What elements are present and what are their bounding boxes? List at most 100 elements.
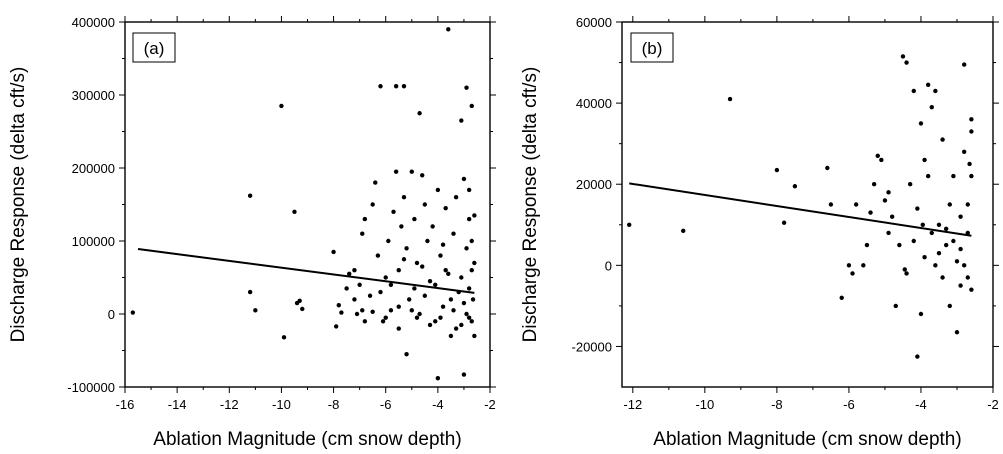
data-point (399, 224, 404, 229)
data-point (947, 303, 952, 309)
trend-line (137, 248, 475, 294)
data-point (466, 315, 472, 320)
data-point (958, 214, 963, 219)
data-point (464, 246, 469, 251)
data-point (864, 242, 870, 248)
data-point (331, 249, 336, 255)
data-point (461, 176, 467, 182)
data-point (472, 260, 477, 266)
data-point (915, 206, 920, 211)
data-point (902, 267, 907, 272)
data-point (947, 202, 952, 207)
data-point (781, 220, 787, 225)
data-point (386, 238, 391, 244)
data-point (412, 216, 417, 222)
data-point (951, 238, 956, 244)
data-point (344, 286, 349, 291)
x-tick-label: -4 (915, 397, 927, 412)
data-point (435, 376, 441, 381)
data-point (451, 231, 456, 236)
data-point (929, 104, 934, 110)
data-point (300, 306, 305, 312)
panel-label: (b) (642, 39, 663, 58)
data-point (378, 84, 383, 89)
data-point (417, 111, 422, 116)
data-point (879, 157, 884, 163)
panel-a: -16 -14 -12 -10 -8 -6 -4 -2 -100000 0 100000 200000… (8, 15, 496, 450)
data-point (417, 311, 422, 317)
data-point (472, 213, 477, 218)
data-point (868, 210, 873, 215)
data-point (433, 319, 438, 324)
x-axis-title: Ablation Magnitude (cm snow depth) (653, 429, 961, 450)
data-point (469, 319, 474, 324)
data-point (430, 224, 435, 229)
panel-label: (a) (144, 39, 165, 58)
data-point (459, 118, 464, 123)
data-point (911, 88, 916, 94)
data-point (448, 333, 454, 339)
data-point (420, 173, 425, 178)
data-point (886, 190, 891, 195)
data-point (446, 271, 451, 277)
data-point (247, 289, 253, 295)
data-point (936, 250, 942, 256)
data-point (388, 282, 394, 287)
data-point (422, 202, 428, 207)
data-point (388, 308, 394, 313)
data-point (438, 315, 443, 320)
data-point (933, 263, 938, 268)
data-point (378, 289, 383, 295)
data-point (961, 149, 967, 154)
data-point (375, 253, 381, 258)
data-point (396, 268, 401, 273)
y-axis-title: Discharge Response (delta cft/s) (8, 67, 29, 343)
x-tick-label: -6 (843, 397, 855, 412)
data-point (897, 242, 902, 248)
data-point (396, 326, 401, 331)
data-point (414, 315, 420, 320)
data-point (453, 326, 459, 331)
data-point (464, 85, 469, 90)
data-point (461, 300, 467, 306)
data-point (391, 209, 396, 214)
data-point (253, 308, 258, 313)
data-point (414, 260, 420, 266)
data-point (774, 167, 780, 173)
data-point (940, 137, 945, 142)
x-tick-label: -10 (695, 397, 714, 412)
data-point (373, 180, 378, 185)
y-tick-label: 400000 (72, 15, 115, 30)
x-tick-label: -12 (220, 397, 239, 412)
data-point (961, 62, 967, 67)
data-point (900, 54, 906, 59)
data-point (850, 271, 855, 276)
x-tick-label: -16 (116, 397, 135, 412)
y-tick-label: 60000 (576, 15, 612, 30)
data-point (911, 238, 916, 244)
data-point (920, 222, 925, 227)
data-point (470, 297, 476, 302)
data-point (627, 222, 632, 227)
y-tick-label: 0 (605, 258, 612, 273)
data-point (943, 226, 949, 232)
data-point (435, 187, 441, 193)
data-point (433, 282, 438, 287)
x-axis-title: Ablation Magnitude (cm snow depth) (153, 429, 461, 450)
y-tick-label: 300000 (72, 88, 115, 103)
data-point (401, 195, 407, 200)
data-point (333, 324, 339, 329)
data-point (404, 246, 409, 251)
data-point (360, 231, 365, 236)
data-point (828, 202, 834, 207)
data-point (357, 282, 362, 287)
data-point (383, 275, 388, 280)
x-tick-label: -4 (432, 397, 444, 412)
data-point (281, 335, 287, 340)
data-point (339, 310, 344, 315)
data-point (440, 304, 446, 309)
data-point (443, 268, 448, 273)
data-point (969, 287, 974, 292)
x-tick-label: -8 (771, 397, 783, 412)
data-point (336, 303, 341, 308)
